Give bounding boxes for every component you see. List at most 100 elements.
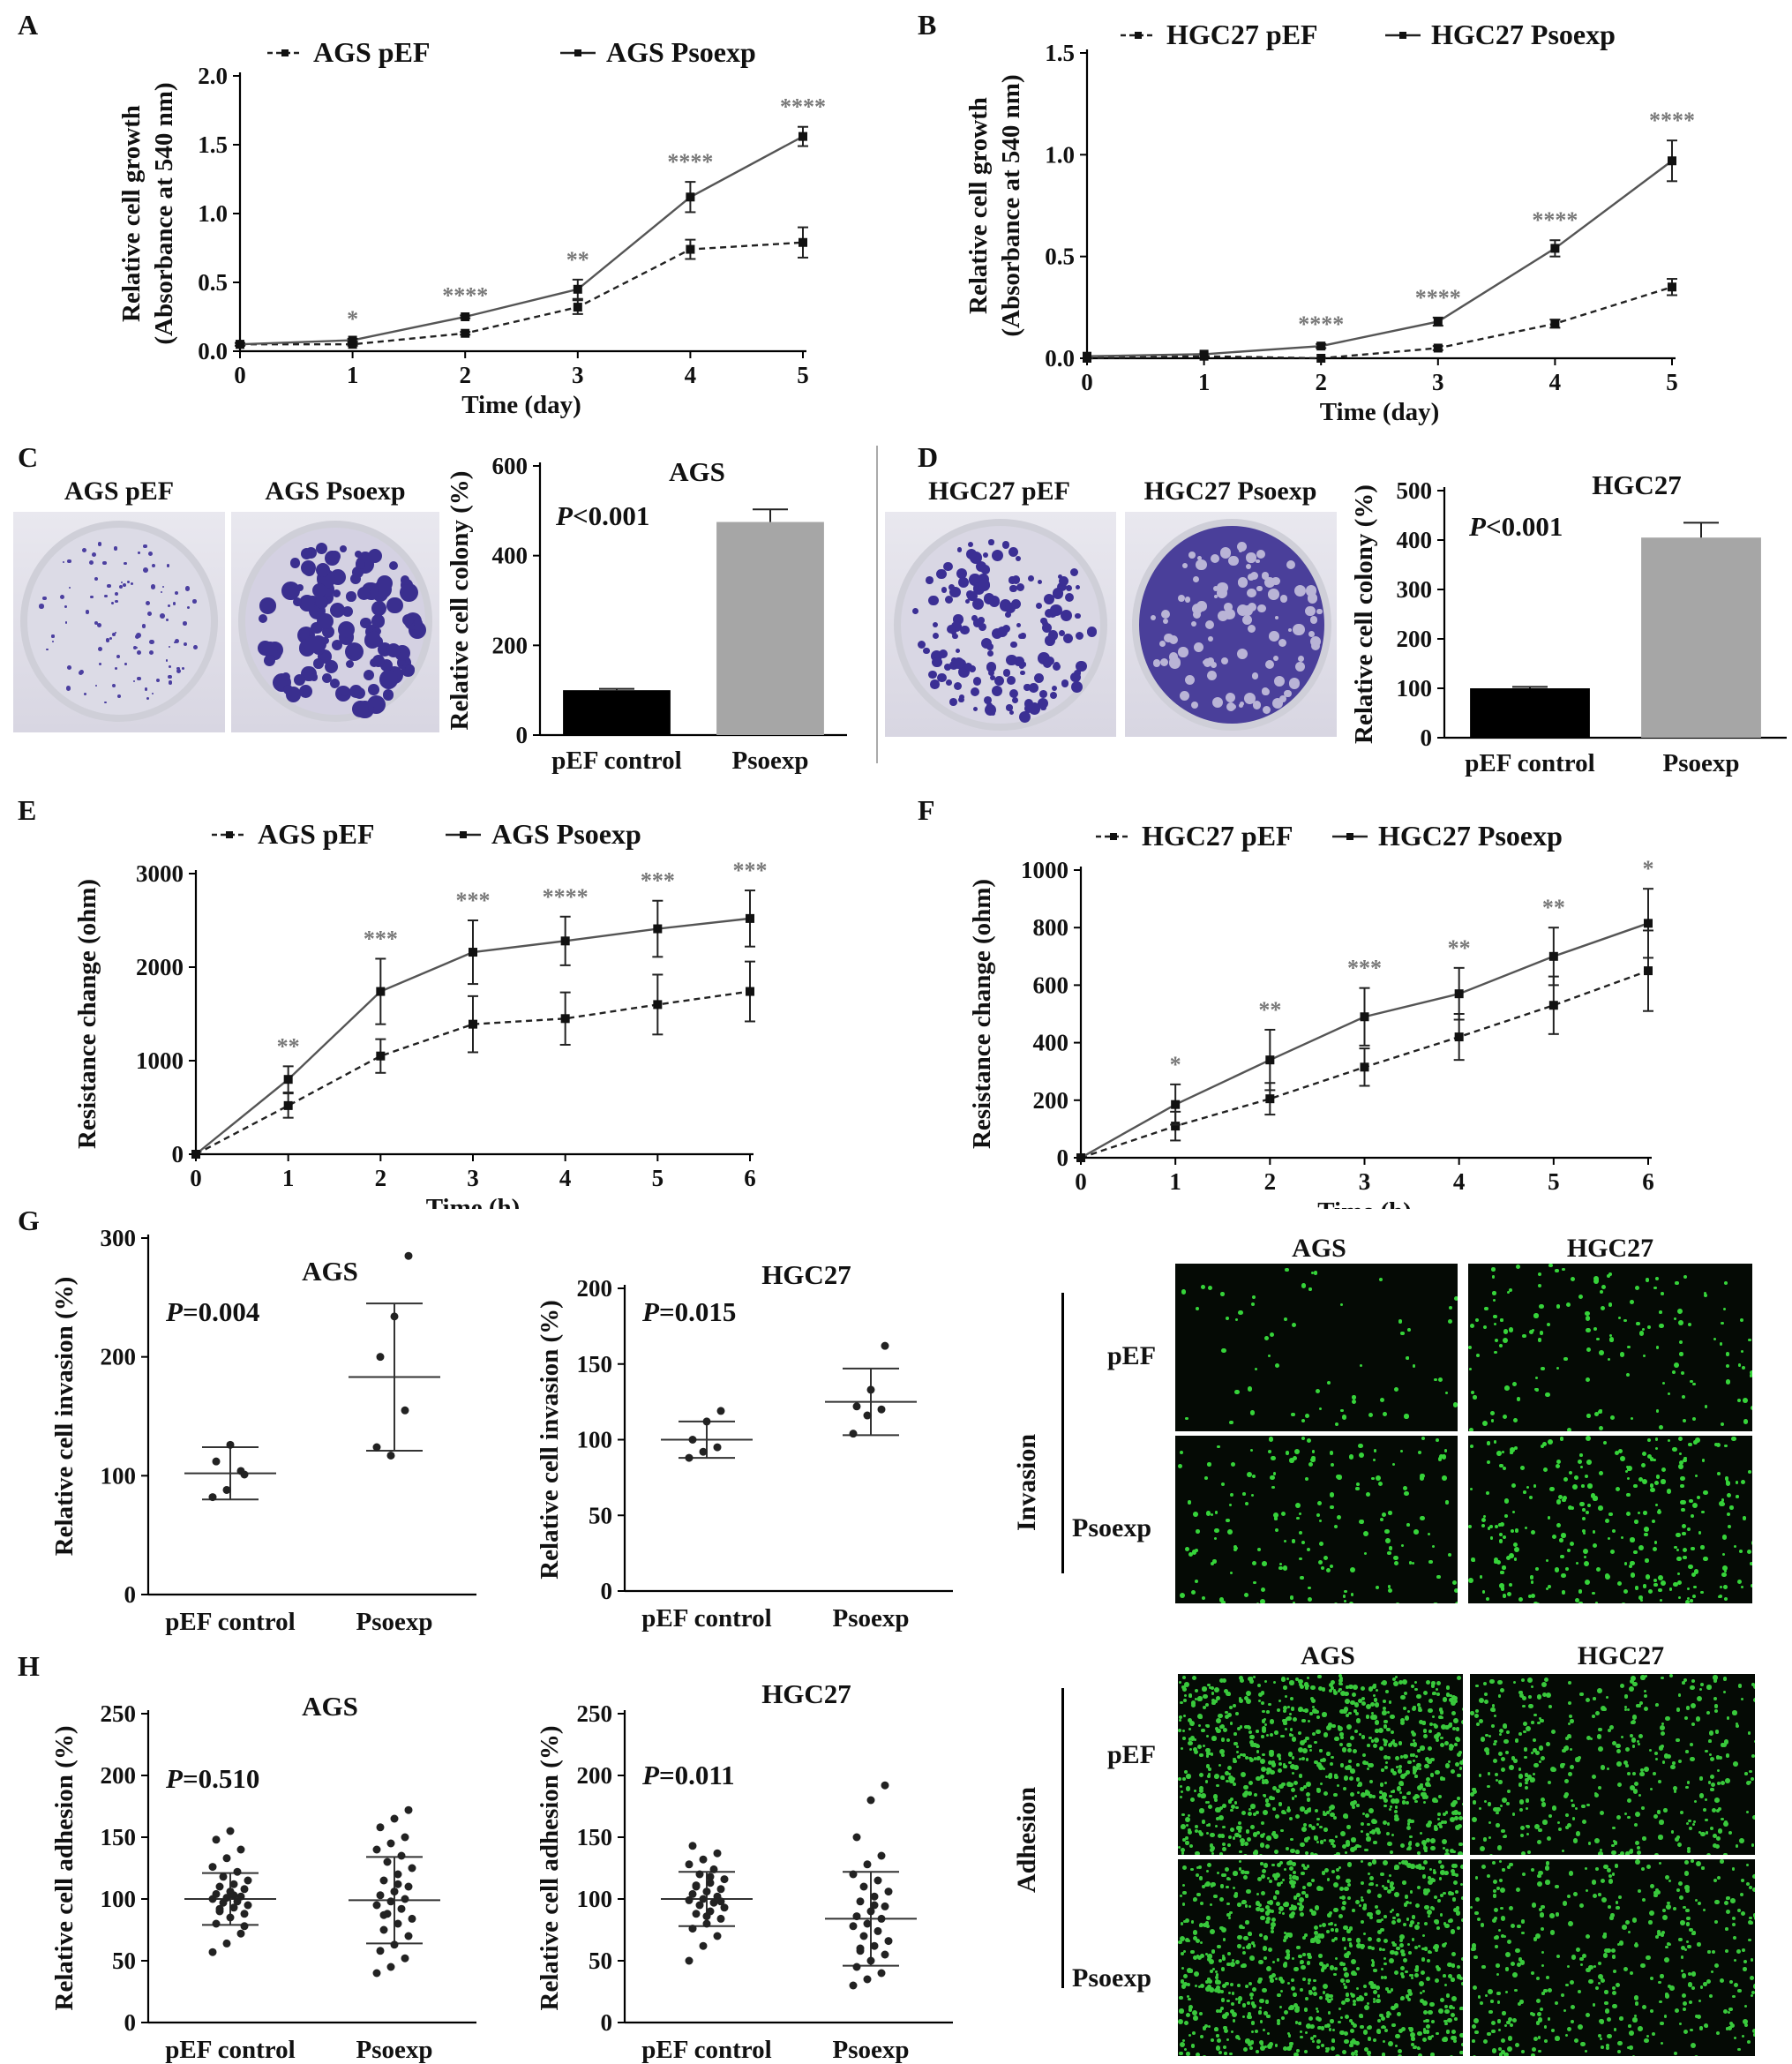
chart-h-hgc27-data-point [870, 1892, 879, 1901]
chart-h-hgc27-data-point [849, 1870, 858, 1879]
chart-h-ags-data-point [229, 1891, 238, 1900]
chart-f-point [1644, 966, 1653, 976]
chart-e-point [376, 1051, 386, 1061]
chart-f-xtick-label: 5 [1548, 1168, 1560, 1195]
chart-e-point [283, 1075, 293, 1085]
chart-h-ags-data-point [236, 1892, 245, 1901]
chart-h-hgc27-data-point [695, 1901, 704, 1910]
chart-h-ags-data-point [404, 1932, 413, 1940]
chart-h-hgc27-data-point [852, 1912, 861, 1921]
chart-b-growth-hgc27: 0.0 0.5 1.0 1.5 0 1 2 3 4 5 Time (day) Relative cel… [964, 19, 1695, 426]
chart-b-point [1668, 156, 1676, 166]
chart-h-hgc27-data-point [849, 1922, 858, 1931]
chart-h-hgc27-data-point [870, 1941, 879, 1950]
chart-g-ags-pvalue: P=0.004 [165, 1296, 259, 1327]
chart-h-ags-data-point [397, 1851, 406, 1860]
chart-e-point [469, 948, 477, 957]
chart-a-ytick-label: 0.5 [198, 269, 228, 296]
chart-h-ags-ytick-label: 150 [101, 1824, 137, 1850]
chart-g-hgc27-ytick-label: 0 [601, 1578, 613, 1604]
chart-g-hgc27-xtick-label: pEF control [641, 1604, 771, 1632]
micrograph-invasion-ags-pef [1175, 1264, 1458, 1431]
chart-e-xlabel: Time (h) [426, 1194, 521, 1209]
chart-h-hgc27-data-point [859, 1932, 868, 1940]
chart-h-hgc27-data-point [884, 1937, 893, 1946]
chart-g-ags-ytick-label: 200 [101, 1344, 137, 1370]
adhesion-row-psoexp: Psoexp [1072, 1963, 1151, 1993]
chart-b-point [1668, 282, 1676, 292]
chart-h-hgc27-data-point [866, 1907, 875, 1916]
chart-e-xtick-label: 3 [467, 1165, 479, 1191]
chart-b-ylabel-line1: Relative cell growth [964, 97, 993, 314]
chart-f-resistance-hgc27: 0 200 400 600 800 1000 0 1 2 3 4 5 6 Time (h) Resistan… [968, 820, 1654, 1209]
chart-b-series-line-0 [1086, 286, 1673, 360]
chart-h-ags-data-point [229, 1880, 238, 1888]
chart-h-hgc27-data-point [863, 1860, 872, 1869]
chart-e-point [560, 936, 570, 946]
chart-h-ags-data-point [386, 1897, 395, 1906]
chart-e-xtick-label: 0 [190, 1165, 202, 1191]
chart-h-ags-data-point [408, 1864, 416, 1873]
chart-h-hgc27-data-point [870, 1901, 879, 1910]
chart-f-point [1548, 1001, 1558, 1010]
chart-f-xtick-label: 0 [1075, 1168, 1087, 1195]
chart-h-ags-xtick-label: Psoexp [356, 2036, 433, 2064]
chart-a-xtick-label: 2 [459, 362, 471, 388]
adhesion-side-label: Adhesion [1012, 1786, 1041, 1893]
chart-h-hgc27-data-point [859, 1882, 868, 1891]
chart-b-legend-marker-1 [1399, 32, 1406, 39]
chart-g-ags-ytick-label: 100 [101, 1462, 137, 1489]
chart-h-hgc27-data-point [685, 1895, 694, 1904]
chart-h-ags-data-point [208, 1948, 217, 1956]
chart-f-point [1360, 1062, 1369, 1072]
chart-h-ags-data-point [236, 1929, 245, 1938]
chart-h-hgc27-data-point [706, 1879, 715, 1888]
chart-e-ytick-label: 2000 [136, 954, 184, 980]
chart-e-legend-marker-1 [460, 831, 467, 838]
chart-a-ytick-label: 0.0 [198, 338, 228, 364]
chart-g-ags-data-point [386, 1451, 395, 1460]
chart-h-hgc27-ylabel: Relative cell adhesion (%) [536, 1726, 564, 2011]
chart-b-xlabel: Time (day) [1320, 398, 1440, 426]
chart-h-ags-data-point [376, 1891, 385, 1900]
chart-g-hgc27-data-point [688, 1436, 697, 1444]
chart-h-hgc27-data-point [699, 1941, 708, 1950]
chart-h-ags-data-point [372, 1901, 381, 1910]
chart-a-point [799, 237, 807, 247]
divider-c-d [876, 446, 878, 763]
chart-h-ags-data-point [212, 1889, 221, 1898]
chart-f-point [1644, 919, 1653, 928]
chart-e-significance: *** [456, 888, 491, 913]
chart-h-hgc27-data-point [685, 1860, 694, 1869]
chart-f-point [1548, 951, 1558, 961]
panel-label-g: G [18, 1205, 40, 1236]
chart-h-ags-data-point [390, 1888, 399, 1896]
chart-f-point [1171, 1100, 1181, 1109]
chart-g-hgc27-data-point [877, 1405, 886, 1414]
panel-label-h: H [18, 1650, 40, 1682]
chart-g-hgc27-data-point [713, 1443, 722, 1452]
chart-a-point [461, 312, 470, 321]
chart-h-ags-data-point [229, 1903, 238, 1912]
chart-b-xtick-label: 4 [1549, 369, 1562, 395]
chart-h-ags-data-point [226, 1913, 235, 1922]
chart-h-ags-pvalue: P=0.510 [165, 1763, 259, 1794]
chart-h-ags-data-point [376, 1823, 385, 1832]
chart-a-ylabel-line1: Relative cell growth [117, 105, 146, 322]
chart-d-title: HGC27 [1592, 469, 1682, 500]
chart-h-ags-data-point [408, 1914, 416, 1923]
chart-h-ags-data-point [240, 1885, 249, 1894]
chart-f-significance: *** [1347, 956, 1382, 981]
chart-g-ags-data-point [208, 1493, 217, 1502]
chart-g-ags-data-point [226, 1440, 235, 1449]
chart-e-ytick-label: 0 [172, 1141, 184, 1167]
chart-g-hgc27-data-point [881, 1341, 889, 1350]
chart-e-ylabel: Resistance change (ohm) [73, 879, 101, 1149]
chart-h-ags-data-point [215, 1904, 224, 1913]
chart-h-ags-data-point [372, 1969, 381, 1978]
chart-c-xtick-label: pEF control [551, 747, 681, 775]
chart-h-hgc27-ytick-label: 50 [589, 1948, 612, 1974]
chart-g-hgc27-data-point [699, 1447, 708, 1456]
chart-e-significance: *** [641, 868, 675, 894]
chart-a-point [573, 303, 582, 312]
